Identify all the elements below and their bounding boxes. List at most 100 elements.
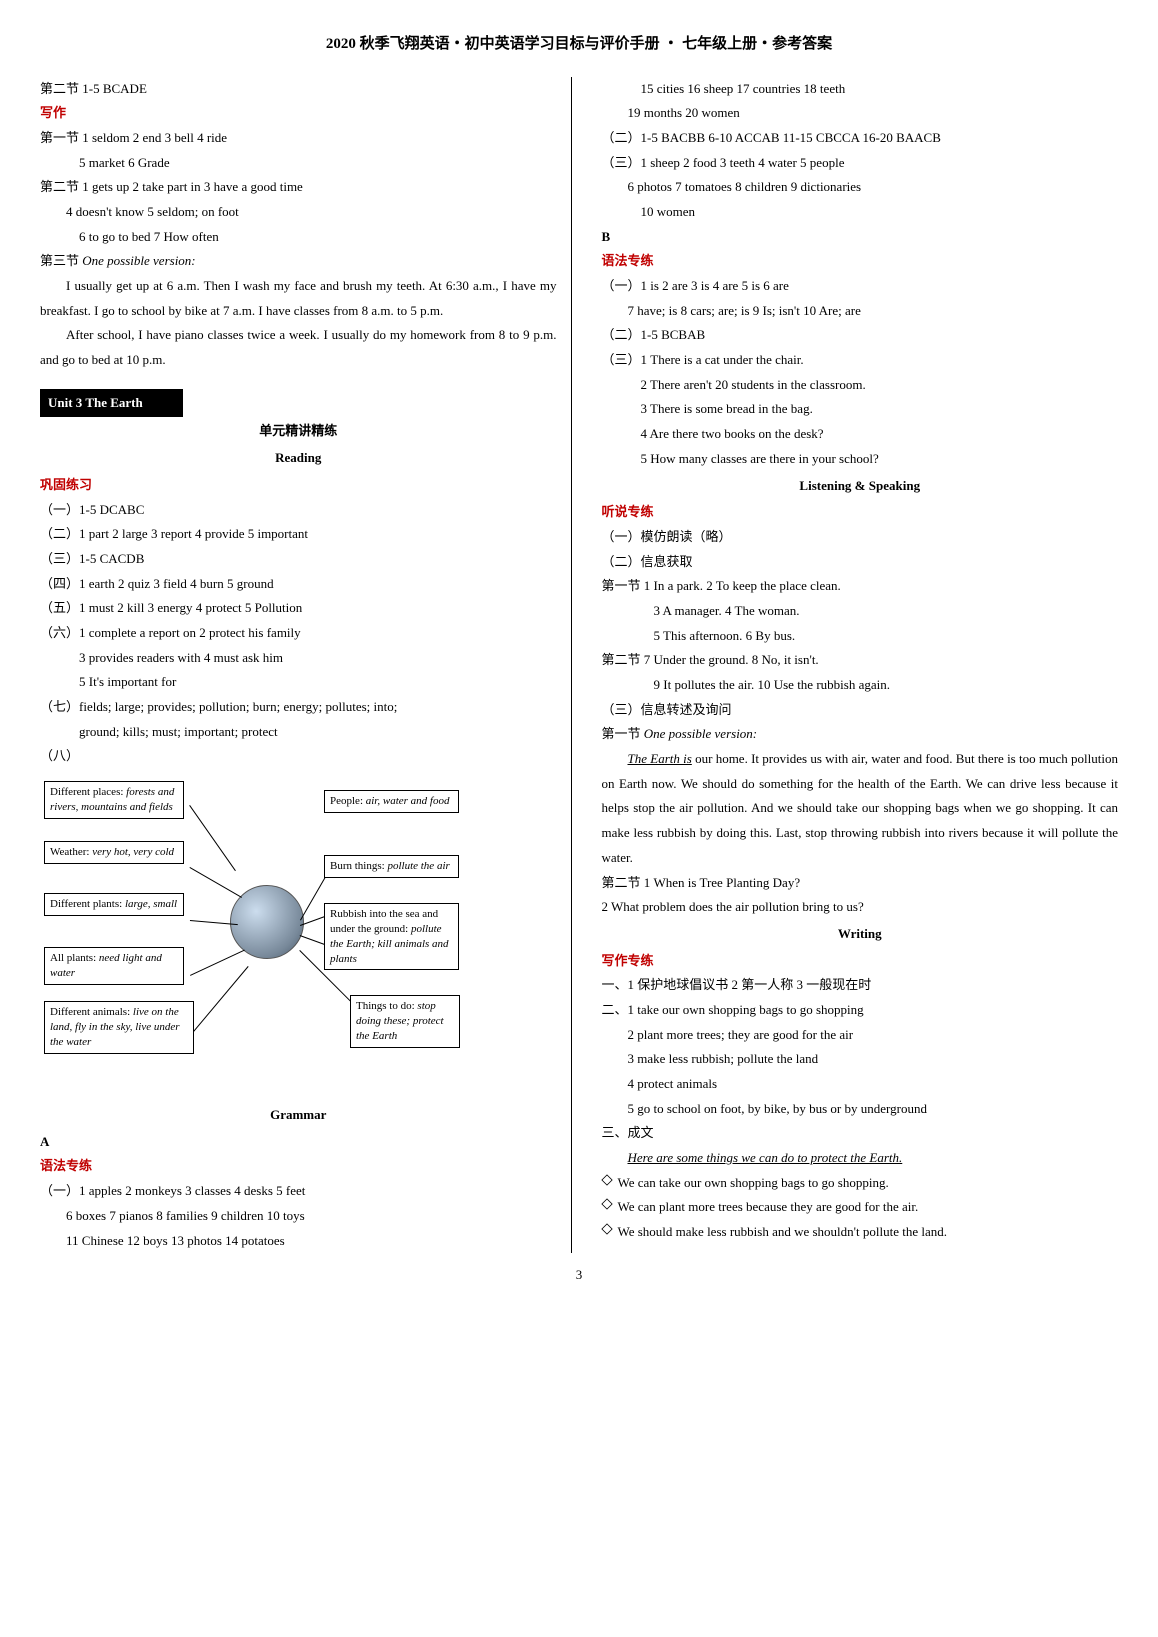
text-line: （一）模仿朗读（略） <box>602 525 1119 550</box>
list-text: We can plant more trees because they are… <box>618 1199 919 1214</box>
italic-text: One possible version: <box>82 253 195 268</box>
text-line: 5 It's important for <box>40 670 557 695</box>
text-line: （一）1-5 DCABC <box>40 498 557 523</box>
box-label: Things to do: <box>356 1000 415 1012</box>
mind-map-diagram: Different places: forests and rivers, mo… <box>40 775 460 1095</box>
diagram-box-people: People: air, water and food <box>324 790 459 813</box>
italic-text: One possible version: <box>644 726 757 741</box>
section-header: 听说专练 <box>602 500 1119 525</box>
label: 第三节 <box>40 253 82 268</box>
text-line: 15 cities 16 sheep 17 countries 18 teeth <box>602 77 1119 102</box>
text-line: 第二节 1-5 BCADE <box>40 77 557 102</box>
text-line: 第一节 One possible version: <box>602 722 1119 747</box>
text-line: （二）1 part 2 large 3 report 4 provide 5 i… <box>40 522 557 547</box>
text-line: （三）1 There is a cat under the chair. <box>602 348 1119 373</box>
text-line: 3 A manager. 4 The woman. <box>602 599 1119 624</box>
text-line: 2 What problem does the air pollution br… <box>602 895 1119 920</box>
section-a: A <box>40 1130 557 1155</box>
text-line: 一、1 保护地球倡议书 2 第一人称 3 一般现在时 <box>602 973 1119 998</box>
diagram-box-todo: Things to do: stop doing these; protect … <box>350 995 460 1048</box>
text-line: （三）1 sheep 2 food 3 teeth 4 water 5 peop… <box>602 151 1119 176</box>
text-line: We can plant more trees because they are… <box>602 1195 1119 1220</box>
section-header: 写作专练 <box>602 949 1119 974</box>
sub-header-listening: Listening & Speaking <box>602 474 1119 499</box>
section-header-writing: 写作 <box>40 101 557 126</box>
diagram-box-places: Different places: forests and rivers, mo… <box>44 781 184 819</box>
box-value: very hot, very cold <box>89 846 174 858</box>
text-line: 5 go to school on foot, by bike, by bus … <box>602 1097 1119 1122</box>
box-label: Burn things: <box>330 860 385 872</box>
unit-header-wrap: Unit 3 The Earth <box>40 383 557 418</box>
box-label: Weather: <box>50 846 89 858</box>
triangle-icon <box>601 1174 612 1185</box>
text-line: 4 Are there two books on the desk? <box>602 422 1119 447</box>
box-label: Different animals: <box>50 1006 130 1018</box>
list-text: We can take our own shopping bags to go … <box>618 1175 889 1190</box>
text-line: 5 How many classes are there in your sch… <box>602 447 1119 472</box>
section-header: 语法专练 <box>602 249 1119 274</box>
text-line: （五）1 must 2 kill 3 energy 4 protect 5 Po… <box>40 596 557 621</box>
diagram-box-plants-diff: Different plants: large, small <box>44 893 184 916</box>
two-column-layout: 第二节 1-5 BCADE 写作 第一节 1 seldom 2 end 3 be… <box>40 77 1118 1254</box>
text-line: 第一节 1 In a park. 2 To keep the place cle… <box>602 574 1119 599</box>
text-line: （三）1-5 CACDB <box>40 547 557 572</box>
sub-header: 单元精讲精练 <box>40 419 557 444</box>
text-line: 2 plant more trees; they are good for th… <box>602 1023 1119 1048</box>
triangle-icon <box>601 1223 612 1234</box>
box-value: pollute the air <box>385 860 450 872</box>
text-line: （一）1 is 2 are 3 is 4 are 5 is 6 are <box>602 274 1119 299</box>
list-text: We should make less rubbish and we shoul… <box>618 1224 948 1239</box>
text-line: （八） <box>40 744 557 769</box>
text-line: （二）1-5 BCBAB <box>602 323 1119 348</box>
left-column: 第二节 1-5 BCADE 写作 第一节 1 seldom 2 end 3 be… <box>40 77 572 1254</box>
text-line: （七）fields; large; provides; pollution; b… <box>40 695 557 720</box>
box-label: All plants: <box>50 952 96 964</box>
text-line: 5 market 6 Grade <box>40 151 557 176</box>
text-line: 4 protect animals <box>602 1072 1119 1097</box>
underlined-text: The Earth is <box>628 751 692 766</box>
diagram-box-weather: Weather: very hot, very cold <box>44 841 184 864</box>
paragraph: The Earth is our home. It provides us wi… <box>602 747 1119 870</box>
box-label: Different places: <box>50 786 123 798</box>
paragraph-text: our home. It provides us with air, water… <box>602 751 1119 865</box>
section-b: B <box>602 225 1119 250</box>
text-line: 6 to go to bed 7 How often <box>40 225 557 250</box>
text-line: 第一节 1 seldom 2 end 3 bell 4 ride <box>40 126 557 151</box>
text-line: 6 boxes 7 pianos 8 families 9 children 1… <box>40 1204 557 1229</box>
paragraph: I usually get up at 6 a.m. Then I wash m… <box>40 274 557 323</box>
text-line: 10 women <box>602 200 1119 225</box>
text-line: Here are some things we can do to protec… <box>602 1146 1119 1171</box>
text-line: 第二节 1 gets up 2 take part in 3 have a go… <box>40 175 557 200</box>
text-line: 二、1 take our own shopping bags to go sho… <box>602 998 1119 1023</box>
text-line: 4 doesn't know 5 seldom; on foot <box>40 200 557 225</box>
text-line: （一）1 apples 2 monkeys 3 classes 4 desks … <box>40 1179 557 1204</box>
diagram-box-burn: Burn things: pollute the air <box>324 855 459 878</box>
triangle-icon <box>601 1199 612 1210</box>
text-line: （四）1 earth 2 quiz 3 field 4 burn 5 groun… <box>40 572 557 597</box>
text-line: We should make less rubbish and we shoul… <box>602 1220 1119 1245</box>
text-line: 2 There aren't 20 students in the classr… <box>602 373 1119 398</box>
paragraph: After school, I have piano classes twice… <box>40 323 557 372</box>
box-label: People: <box>330 795 363 807</box>
unit-header: Unit 3 The Earth <box>40 389 183 418</box>
text-line: （三）信息转述及询问 <box>602 698 1119 723</box>
text-line: 第二节 7 Under the ground. 8 No, it isn't. <box>602 648 1119 673</box>
text-line: 第二节 1 When is Tree Planting Day? <box>602 871 1119 896</box>
sub-header-writing: Writing <box>602 922 1119 947</box>
text-line: 3 make less rubbish; pollute the land <box>602 1047 1119 1072</box>
box-value: air, water and food <box>363 795 449 807</box>
box-label: Different plants: <box>50 898 122 910</box>
sub-header-grammar: Grammar <box>40 1103 557 1128</box>
text-line: （六）1 complete a report on 2 protect his … <box>40 621 557 646</box>
text-line: We can take our own shopping bags to go … <box>602 1171 1119 1196</box>
text-line: （二）1-5 BACBB 6-10 ACCAB 11-15 CBCCA 16-2… <box>602 126 1119 151</box>
text-line: 19 months 20 women <box>602 101 1119 126</box>
text-line: 7 have; is 8 cars; are; is 9 Is; isn't 1… <box>602 299 1119 324</box>
text-line: 三、成文 <box>602 1121 1119 1146</box>
text-line: 11 Chinese 12 boys 13 photos 14 potatoes <box>40 1229 557 1254</box>
section-header: 语法专练 <box>40 1154 557 1179</box>
diagram-box-animals: Different animals: live on the land, fly… <box>44 1001 194 1054</box>
text-line: 第三节 One possible version: <box>40 249 557 274</box>
label: 第一节 <box>602 726 644 741</box>
text-line: 6 photos 7 tomatoes 8 children 9 diction… <box>602 175 1119 200</box>
